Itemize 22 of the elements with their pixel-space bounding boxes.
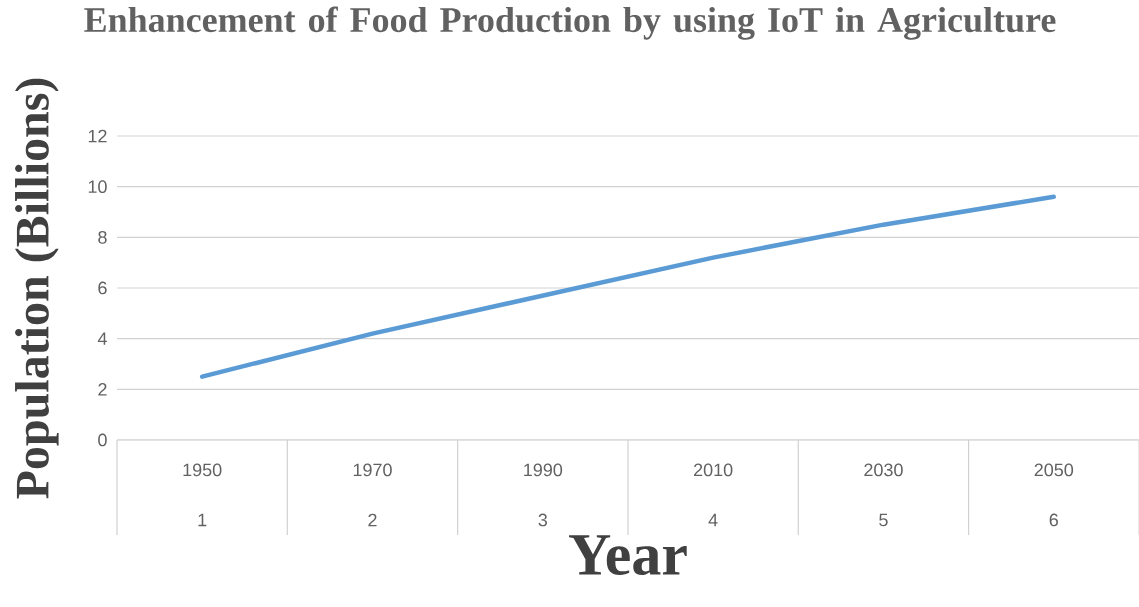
chart-title: Enhancement of Food Production by using IoT in Agriculture <box>84 6 1056 40</box>
text: 5 <box>879 513 888 527</box>
text: 4 <box>708 513 718 527</box>
y-tick-label: 4 <box>97 332 107 345</box>
y-tick-label: 2 <box>98 383 107 396</box>
text: 1 <box>198 513 207 527</box>
x-tick-label: 1970 <box>353 463 392 477</box>
x-tick-label: 2010 <box>694 463 733 477</box>
y-tick-label: 10 <box>88 180 107 194</box>
x-tick-label: 2050 <box>1034 463 1074 477</box>
y-tick-label: 12 <box>88 129 107 143</box>
y-tick-label: 6 <box>98 281 107 295</box>
x-tick-label: 2030 <box>864 463 903 477</box>
text: 3 <box>538 513 548 527</box>
x-tick-label: 1950 <box>183 463 222 477</box>
y-tick-label: 8 <box>98 230 107 244</box>
text: 6 <box>1049 513 1058 527</box>
y-axis-title: Population (Billions) <box>15 78 59 499</box>
text: 2 <box>368 513 377 527</box>
x-axis-title: Year <box>569 535 687 576</box>
x-tick-label: 1990 <box>524 463 563 477</box>
y-tick-label: 0 <box>98 433 107 447</box>
